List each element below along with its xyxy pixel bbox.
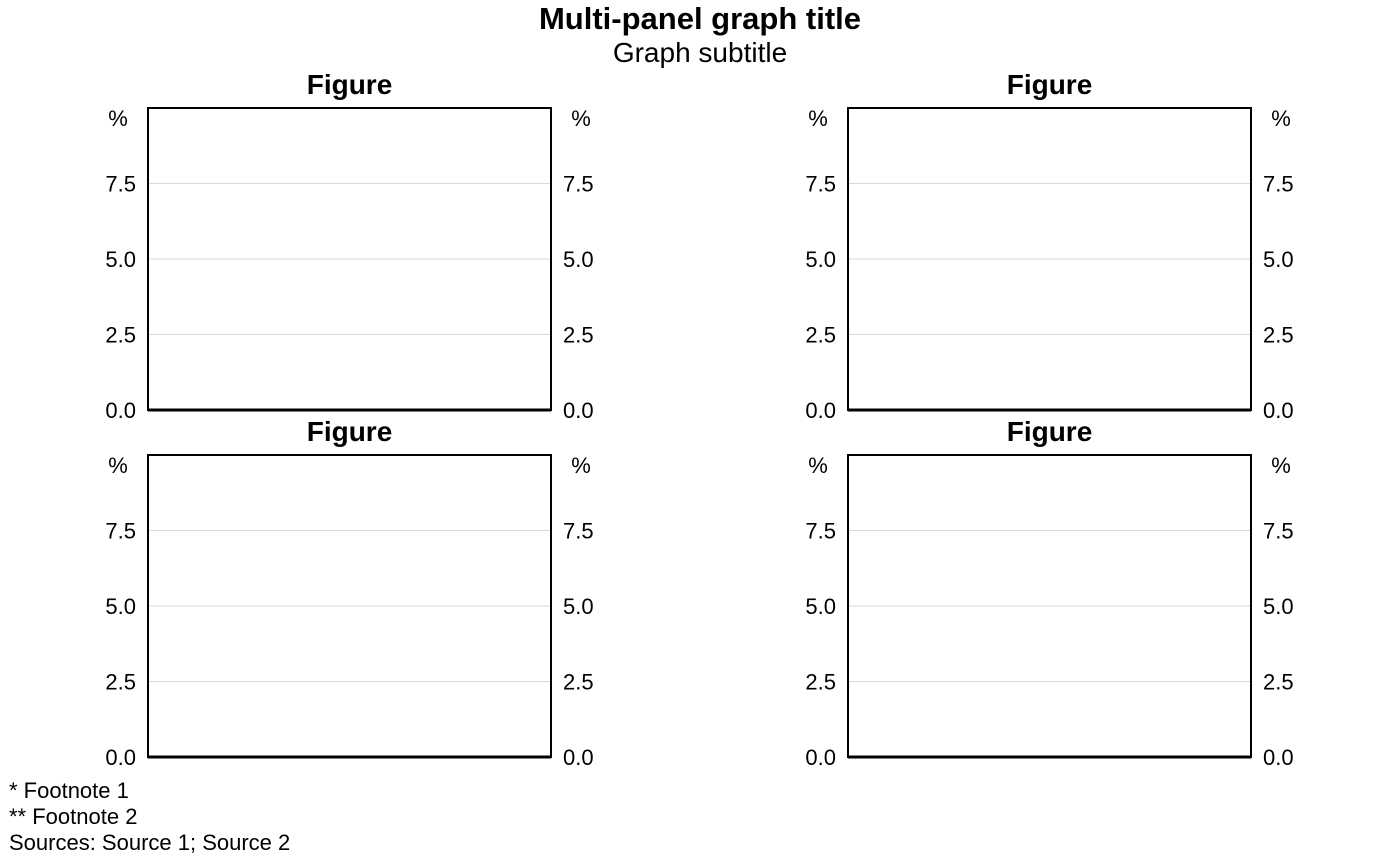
y-tick-label-right: 5.0	[1263, 247, 1294, 272]
y-tick-label-left: 2.5	[805, 670, 836, 695]
y-tick-label-right: 5.0	[563, 247, 594, 272]
y-tick-label-right: 7.5	[563, 172, 594, 197]
y-tick-label-left: 7.5	[805, 172, 836, 197]
y-unit-left: %	[808, 453, 828, 478]
panel-title: Figure	[307, 416, 393, 447]
y-tick-label-left: 5.0	[105, 247, 136, 272]
panel-title: Figure	[1007, 416, 1093, 447]
footnote-2: ** Footnote 2	[9, 804, 137, 829]
y-unit-left: %	[108, 453, 128, 478]
y-tick-label-right: 0.0	[1263, 398, 1294, 423]
y-unit-right: %	[571, 106, 591, 131]
tick-label-group: 0.0 0.0 2.5 2.5 5.0 5.0 7.5 7.5	[105, 519, 593, 771]
y-tick-label-right: 7.5	[1263, 519, 1294, 544]
y-tick-label-right: 0.0	[563, 745, 594, 770]
panel-title: Figure	[1007, 69, 1093, 100]
y-tick-label-right: 2.5	[1263, 670, 1294, 695]
panels: Figure% %0.0 0.02.5 2.55.0 5.07.5 7.5Figure%%…	[105, 69, 1293, 770]
tick-label-group: 0.0 0.0 2.5 2.5 5.0 5.0 7.5 7.5	[105, 172, 593, 424]
y-unit-right: %	[1271, 106, 1291, 131]
panel-4: Figure% % 0.0 0.0 2.5 2.5 5.0 5.0 7.5 7.5	[805, 416, 1293, 770]
tick-label-group: 0.0 0.0 2.5 2.5 5.0 5.0 7.5 7.5	[805, 519, 1293, 771]
graph-subtitle: Graph subtitle	[613, 37, 787, 68]
y-tick-label-right: 7.5	[563, 519, 594, 544]
y-tick-label-left: 7.5	[105, 519, 136, 544]
y-tick-label-left: 2.5	[105, 323, 136, 348]
graph-title: Multi-panel graph title	[539, 1, 861, 36]
panel-1: Figure% % 0.0 0.0 2.5 2.5 5.0 5.0 7.5 7.5	[105, 69, 593, 423]
y-unit-left: %	[108, 106, 128, 131]
y-tick-label-right: 0.0	[1263, 745, 1294, 770]
y-tick-label-left: 5.0	[105, 594, 136, 619]
y-tick-label-right: 2.5	[563, 670, 594, 695]
y-tick-label-right: 5.0	[563, 594, 594, 619]
footnote-1: * Footnote 1	[9, 778, 129, 803]
sources: Sources: Source 1; Source 2	[9, 830, 290, 855]
y-tick-label-left: 0.0	[105, 745, 136, 770]
tick-label-group: 0.0 0.0 2.5 2.5 5.0 5.0 7.5 7.5	[805, 172, 1293, 424]
y-tick-label-right: 0.0	[563, 398, 594, 423]
y-tick-label-left: 2.5	[105, 670, 136, 695]
y-tick-label-left: 2.5	[805, 323, 836, 348]
y-unit-right: %	[1271, 453, 1291, 478]
y-tick-label-left: 5.0	[805, 247, 836, 272]
y-tick-label-right: 2.5	[563, 323, 594, 348]
y-unit-right: %	[571, 453, 591, 478]
y-tick-label-left: 0.0	[805, 398, 836, 423]
panel-2: Figure% % 0.0 0.0 2.5 2.5 5.0 5.0 7.5 7.5	[805, 69, 1293, 423]
y-tick-label-left: 7.5	[105, 172, 136, 197]
y-tick-label-right: 5.0	[1263, 594, 1294, 619]
y-tick-label-right: 2.5	[1263, 323, 1294, 348]
y-tick-label-left: 5.0	[805, 594, 836, 619]
y-tick-label-left: 0.0	[105, 398, 136, 423]
y-unit-left: %	[808, 106, 828, 131]
panel-title: Figure	[307, 69, 393, 100]
y-tick-label-left: 7.5	[805, 519, 836, 544]
y-tick-label-right: 7.5	[1263, 172, 1294, 197]
panel-3: Figure% % 0.0 0.0 2.5 2.5 5.0 5.0 7.5 7.5	[105, 416, 593, 770]
y-tick-label-left: 0.0	[805, 745, 836, 770]
